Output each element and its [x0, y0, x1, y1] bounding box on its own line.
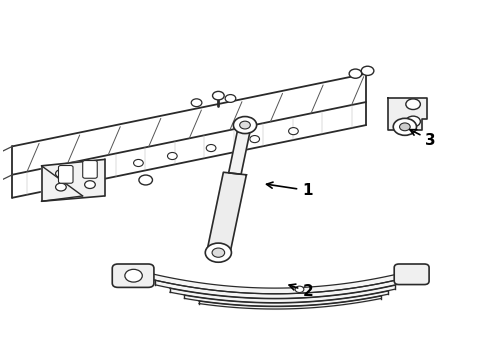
Circle shape: [168, 153, 177, 159]
Circle shape: [191, 99, 202, 107]
Polygon shape: [229, 124, 251, 174]
Circle shape: [289, 127, 298, 135]
FancyBboxPatch shape: [112, 264, 154, 287]
Circle shape: [361, 66, 374, 76]
Text: 3: 3: [410, 130, 436, 148]
FancyBboxPatch shape: [394, 264, 429, 284]
Circle shape: [250, 136, 260, 143]
Circle shape: [55, 170, 66, 177]
Text: 2: 2: [289, 284, 314, 299]
Polygon shape: [388, 99, 427, 130]
Circle shape: [399, 123, 410, 131]
Circle shape: [406, 99, 420, 109]
Circle shape: [55, 183, 66, 191]
Circle shape: [125, 269, 142, 282]
Circle shape: [205, 243, 231, 262]
Circle shape: [85, 181, 96, 189]
Circle shape: [212, 248, 224, 257]
Polygon shape: [42, 159, 104, 201]
Circle shape: [233, 117, 257, 134]
FancyBboxPatch shape: [83, 161, 97, 178]
Circle shape: [213, 91, 224, 100]
Polygon shape: [207, 172, 246, 254]
Circle shape: [393, 118, 416, 135]
Circle shape: [225, 95, 236, 102]
Circle shape: [349, 69, 362, 78]
Circle shape: [134, 159, 143, 167]
Circle shape: [240, 121, 250, 129]
Text: 1: 1: [267, 182, 313, 198]
FancyBboxPatch shape: [58, 166, 73, 183]
Circle shape: [139, 175, 152, 185]
Circle shape: [406, 116, 420, 127]
Circle shape: [85, 167, 96, 175]
Circle shape: [206, 144, 216, 152]
Circle shape: [295, 286, 304, 293]
